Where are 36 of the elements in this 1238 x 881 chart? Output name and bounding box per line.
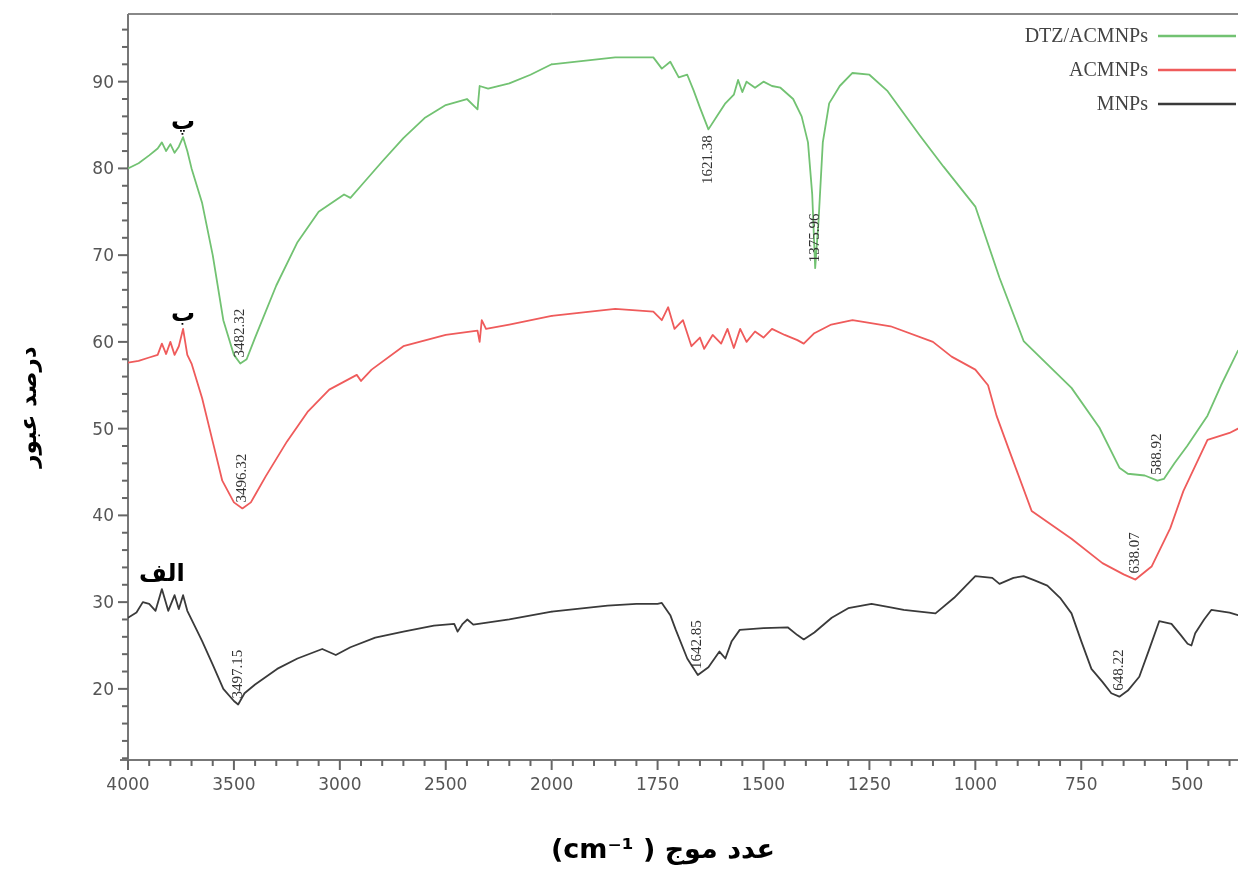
x-tick-label: 1500 [741, 774, 786, 794]
annotation: 3482.32 [230, 308, 247, 358]
x-tick-label: 2000 [530, 774, 574, 794]
annotation: ب [171, 298, 196, 327]
annotation: 588.92 [1147, 433, 1164, 475]
x-tick-label: 4000 [106, 774, 150, 794]
y-tick-label: 30 [92, 592, 114, 613]
y-tick-label: 50 [92, 418, 114, 439]
annotation: 648.22 [1109, 649, 1126, 691]
y-tick-label: 70 [92, 245, 114, 266]
x-tick-label: 500 [1170, 774, 1204, 794]
y-tick-label: 40 [92, 505, 114, 526]
x-tick-label: 2500 [424, 774, 468, 794]
annotation: پ [171, 107, 196, 136]
y-tick-label: 80 [92, 158, 114, 179]
annotation: 1642.85 [688, 620, 705, 669]
annotation: الف [138, 559, 185, 588]
y-tick-label: 60 [92, 331, 114, 352]
annotation: 3497.15 [228, 649, 245, 699]
x-tick-label: 1000 [953, 774, 997, 794]
y-axis-title: درصد عبور [15, 346, 42, 469]
x-tick-label: 3000 [318, 774, 362, 794]
annotation: 3496.32 [232, 453, 249, 503]
legend-label: MNPs [1096, 92, 1149, 114]
x-tick-label: 750 [1065, 774, 1098, 794]
annotation: 1375.96 [805, 212, 822, 263]
annotation: 1621.38 [698, 135, 715, 185]
x-tick-label: 1750 [635, 774, 680, 794]
legend-label: ACMNPs [1069, 58, 1149, 80]
x-tick-label: 3500 [212, 774, 256, 794]
y-tick-label: 90 [92, 71, 114, 92]
annotation: 638.07 [1125, 531, 1142, 574]
legend-label: DTZ/ACMNPs [1024, 24, 1149, 46]
x-axis-title: عدد موج ( cm⁻¹) [550, 833, 776, 865]
x-tick-label: 1250 [847, 774, 892, 794]
y-tick-label: 20 [92, 678, 114, 699]
